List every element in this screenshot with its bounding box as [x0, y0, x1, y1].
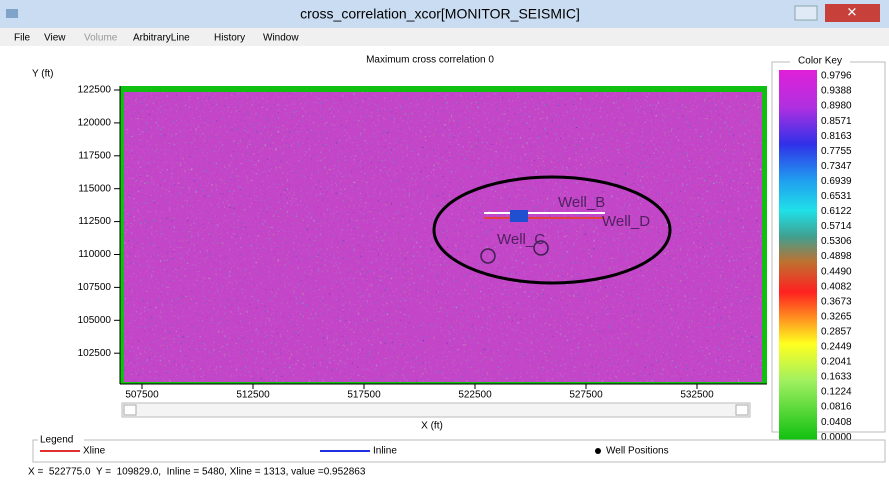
x-tick-label: 507500: [125, 390, 159, 401]
x-tick-label: 527500: [569, 390, 603, 401]
menu-item[interactable]: File: [14, 33, 31, 44]
color-key-label: 0.8571: [821, 116, 852, 127]
y-tick-label: 110000: [78, 249, 111, 260]
color-key-label: 0.1633: [821, 372, 852, 383]
menu-item[interactable]: Volume: [84, 33, 118, 44]
scroll-right[interactable]: [735, 404, 749, 416]
color-key-label: 0.2041: [821, 357, 852, 368]
highlight-ellipse: [432, 175, 672, 285]
color-key-label: 0.4898: [821, 251, 852, 262]
x-ticks: 507500 512500 517500 522500 527500 532500: [125, 384, 714, 401]
legend-box: [32, 439, 886, 463]
menu-bar: [0, 28, 889, 46]
scrollbar[interactable]: [121, 402, 751, 418]
x-tick-label: 522500: [458, 390, 492, 401]
y-tick-label: 115000: [78, 183, 111, 194]
well-circle: [533, 240, 549, 256]
minimize-button[interactable]: [760, 6, 780, 20]
color-key-label: 0.9796: [821, 71, 852, 82]
color-key-label: 0.8163: [821, 131, 852, 142]
y-tick-label: 102500: [78, 348, 112, 359]
x-tick-label: 512500: [236, 390, 270, 401]
color-key-label: 0.7347: [821, 161, 852, 172]
color-key-title: Color Key: [798, 56, 842, 67]
close-icon: ✕: [847, 4, 858, 19]
color-key-label: 0.2857: [821, 326, 852, 337]
y-axis-label: Y (ft): [32, 69, 53, 80]
close-button[interactable]: [825, 4, 880, 22]
title-bar: [0, 0, 889, 28]
status-bar: X = 522775.0 Y = 109829.0, Inline = 5480…: [28, 467, 366, 478]
legend-title-bg: [38, 434, 84, 446]
color-key-label: 0.3265: [821, 311, 852, 322]
scroll-left[interactable]: [123, 404, 137, 416]
color-key-label: 0.0000: [821, 432, 852, 443]
y-tick-label: 122500: [78, 85, 112, 96]
color-key-label: 0.2449: [821, 342, 852, 353]
x-axis-label: X (ft): [421, 421, 443, 432]
plot-title: Maximum cross correlation 0: [366, 55, 494, 66]
color-key-label: 0.0816: [821, 402, 852, 413]
legend-swatch-well: [595, 448, 601, 454]
color-key-label: 0.4082: [821, 281, 852, 292]
x-tick-label: 517500: [347, 390, 381, 401]
color-key-label: 0.1224: [821, 387, 852, 398]
legend-title: Legend: [40, 435, 73, 446]
color-key-label: 0.3673: [821, 296, 852, 307]
color-key-label: 0.9388: [821, 86, 852, 97]
legend-item: Well Positions: [606, 446, 669, 457]
menu-item[interactable]: Window: [263, 33, 299, 44]
y-tick-label: 105000: [78, 315, 112, 326]
y-ticks: 122500 120000 117500 115000 112500 110000 1075…: [78, 85, 120, 359]
menu-item[interactable]: View: [44, 33, 66, 44]
well-circle: [480, 248, 496, 264]
menu-item[interactable]: History: [214, 33, 245, 44]
color-key-label: 0.5714: [821, 221, 852, 232]
y-tick-label: 107500: [78, 282, 112, 293]
color-key-label: 0.4490: [821, 266, 852, 277]
well-marker: [510, 210, 528, 222]
maximize-button[interactable]: [794, 5, 818, 21]
window-title: cross_correlation_xcor[MONITOR_SEISMIC]: [300, 6, 580, 22]
y-tick-label: 120000: [78, 118, 112, 129]
color-key-label: 0.6531: [821, 191, 852, 202]
color-key-labels: 0.9796 0.9388 0.8980 0.8571 0.8163 0.7755 0.73…: [821, 71, 852, 443]
menu-items: File View Volume ArbitraryLine History Window: [14, 33, 299, 44]
color-key-label: 0.0408: [821, 417, 852, 428]
well-label: Well_B: [558, 194, 605, 211]
app-icon: [6, 9, 18, 18]
well-label: Well_D: [602, 213, 650, 230]
x-tick-label: 532500: [680, 390, 714, 401]
color-key-label: 0.7755: [821, 146, 852, 157]
y-tick-label: 112500: [78, 216, 111, 227]
well-label: Well_C: [497, 231, 545, 248]
color-bar: [779, 70, 817, 440]
color-key-label: 0.6939: [821, 176, 852, 187]
legend-item: Inline: [373, 446, 397, 457]
menu-item[interactable]: ArbitraryLine: [133, 33, 190, 44]
heatmap-noise: [124, 92, 762, 382]
color-key-title-bg: [790, 55, 850, 67]
color-key-label: 0.8980: [821, 101, 852, 112]
color-key-label: 0.5306: [821, 236, 852, 247]
y-tick-label: 117500: [78, 150, 111, 161]
legend-item: Xline: [83, 446, 106, 457]
color-key-label: 0.6122: [821, 206, 852, 217]
